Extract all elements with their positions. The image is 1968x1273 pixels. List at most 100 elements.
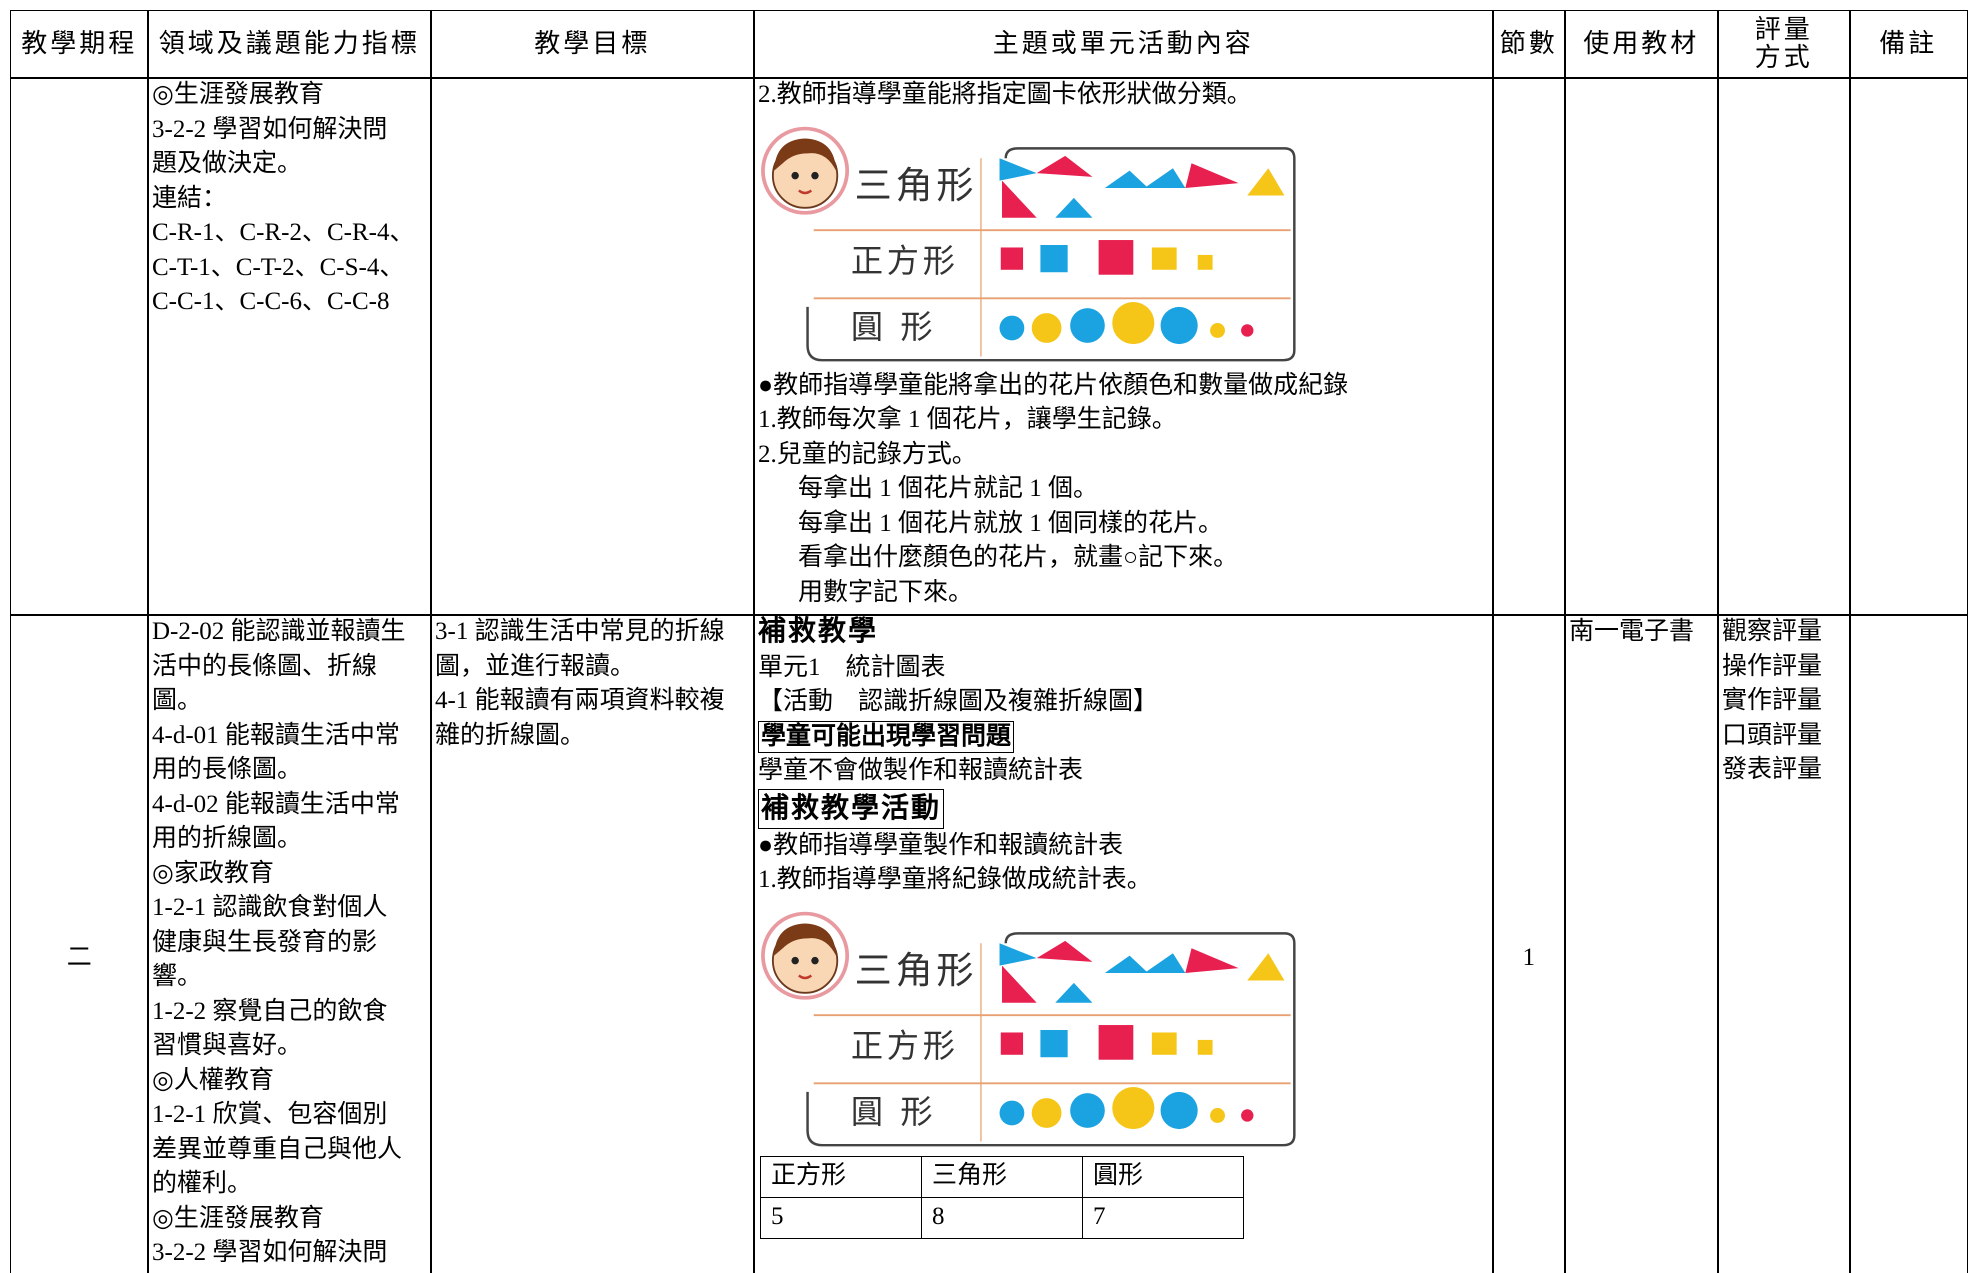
- indicators-text: C-C-1、C-C-6、C-C-8: [152, 288, 390, 315]
- goals-line: 雜的折線圖。: [435, 719, 750, 754]
- materials-cell: 南一電子書: [1564, 614, 1719, 1273]
- assessment-line: 實作評量: [1722, 684, 1846, 719]
- header-text: 領域及議題能力指標: [158, 29, 420, 59]
- sessions-text: 1: [1522, 943, 1536, 971]
- indicators-text: ◎人權教育: [152, 1066, 274, 1094]
- squares: [1000, 1024, 1213, 1060]
- shape-figure: 三角形 正方形 圓形: [761, 126, 1296, 361]
- content-line: 每拿出 1 個花片就記 1 個。: [758, 472, 1489, 507]
- content-indent: 每拿出 1 個花片就記 1 個。: [798, 475, 1099, 502]
- figure-label: 圓形: [851, 308, 950, 344]
- squares: [1000, 239, 1213, 275]
- hair: [774, 922, 837, 956]
- header-cell: 教學期程: [10, 10, 149, 79]
- indicators-text: 1-2-1 欣賞、包容個別: [152, 1101, 388, 1128]
- indicators-line: ◎人權教育: [152, 1064, 427, 1099]
- header-cell: 教學目標: [430, 10, 755, 79]
- indicators-text: 1-2-1 認識飲食對個人: [152, 894, 388, 921]
- assessment-cell: [1717, 77, 1851, 616]
- indicators-text: ◎生涯發展教育: [152, 1204, 324, 1232]
- header-text: 評量 方式: [1754, 15, 1813, 73]
- content-line: 1.教師每次拿 1 個花片，讓學生記錄。: [758, 403, 1489, 438]
- indicators-line: 1-2-1 認識飲食對個人: [152, 891, 427, 926]
- count-header: 三角形: [921, 1155, 1083, 1198]
- indicators-line: 1-2-1 欣賞、包容個別: [152, 1098, 427, 1133]
- indicators-line: 差異並尊重自己與他人: [152, 1133, 427, 1168]
- indicators-line: ◎生涯發展教育: [152, 78, 427, 113]
- indicators-text: 4-d-01 能報讀生活中常: [152, 721, 400, 749]
- indicators-text: C-T-1、C-T-2、C-S-4、: [152, 253, 405, 281]
- assessment-line: 操作評量: [1722, 650, 1846, 685]
- indicators-line: 健康與生長發育的影: [152, 926, 427, 961]
- indicators-text: ◎家政教育: [152, 859, 274, 887]
- content-line: 2.教師指導學童能將指定圖卡依形狀做分類。: [758, 78, 1489, 113]
- indicators-line: ◎生涯發展教育: [152, 1202, 427, 1237]
- header-text: 備註: [1879, 29, 1938, 59]
- assessment-line: 口頭評量: [1722, 719, 1846, 754]
- indicators-line: C-T-1、C-T-2、C-S-4、: [152, 251, 427, 286]
- content-text: 1.教師每次拿 1 個花片，讓學生記錄。: [758, 406, 1177, 433]
- eye: [811, 171, 819, 179]
- content-line: 每拿出 1 個花片就放 1 個同樣的花片。: [758, 507, 1489, 542]
- goals-text: 圖，並進行報讀。: [435, 652, 636, 680]
- indicators-cell: D-2-02 能認識並報讀生活中的長條圖、折線 圖。 4-d-01 能報讀生活中常用…: [147, 614, 432, 1273]
- indicators-text: 題及做決定。: [152, 150, 303, 177]
- header-cell: 主題或單元活動內容: [753, 10, 1494, 79]
- indicators-line: 用的長條圖。: [152, 753, 427, 788]
- goals-cell: 3-1 認識生活中常見的折線 圖，並進行報讀。 4-1 能報讀有兩項資料較複 雜的折線…: [430, 614, 755, 1273]
- goals-line: 圖，並進行報讀。: [435, 650, 750, 685]
- figure-label: 三角形: [855, 164, 978, 206]
- content-text: 單元1 統計圖表: [758, 653, 946, 681]
- header-text: 主題或單元活動內容: [992, 29, 1254, 59]
- count-value: 8: [921, 1196, 1083, 1239]
- indicators-text: C-R-1、C-R-2、C-R-4、: [152, 219, 415, 246]
- period-cell: 二: [10, 614, 149, 1273]
- header-cell: 備註: [1849, 10, 1968, 79]
- mouth: [798, 973, 813, 979]
- count-header-row: 正方形 三角形 圓形: [760, 1155, 1244, 1198]
- indicators-line: 3-2-2 學習如何解決問: [152, 113, 427, 148]
- indicators-cell: ◎生涯發展教育 3-2-2 學習如何解決問 題及做決定。 連結： C-R-1、C-R-2…: [147, 77, 432, 616]
- materials-cell: [1564, 77, 1719, 616]
- indicators-text: 差異並尊重自己與他人: [152, 1135, 403, 1163]
- triangles: [999, 155, 1285, 218]
- content-text: 1.教師指導學童將紀錄做成統計表。: [758, 866, 1152, 893]
- goals-text: 4-1 能報讀有兩項資料較複: [435, 687, 725, 714]
- indicators-text: 的權利。: [152, 1170, 253, 1197]
- content-line: 補救教學: [758, 615, 1489, 651]
- indicators-line: 響。: [152, 960, 427, 995]
- figure-frame: [806, 146, 1296, 361]
- circles: [999, 1086, 1254, 1129]
- figure-frame: [806, 931, 1296, 1146]
- figure-label: 圓形: [851, 1093, 950, 1129]
- indicators-line: 圖。: [152, 684, 427, 719]
- indicators-line: 活中的長條圖、折線: [152, 650, 427, 685]
- count-value: 5: [760, 1196, 922, 1239]
- content-text: 2.教師指導學童能將指定圖卡依形狀做分類。: [758, 81, 1252, 108]
- notes-cell: [1849, 77, 1968, 616]
- header-text: 節數: [1499, 29, 1558, 59]
- content-line: 1.教師指導學童將紀錄做成統計表。: [758, 863, 1489, 898]
- assessment-cell: 觀察評量 操作評量 實作評量 口頭評量 發表評量: [1717, 614, 1851, 1273]
- circles: [999, 301, 1254, 344]
- indicators-line: 1-2-2 察覺自己的飲食: [152, 995, 427, 1030]
- content-line: 看拿出什麼顏色的花片，就畫○記下來。: [758, 541, 1489, 576]
- count-value: 7: [1082, 1196, 1244, 1239]
- content-line: ●教師指導學童能將拿出的花片依顏色和數量做成紀錄: [758, 369, 1489, 404]
- indicators-text: D-2-02 能認識並報讀生: [152, 618, 406, 645]
- indicators-text: ◎生涯發展教育: [152, 81, 324, 108]
- indicators-text: 1-2-2 察覺自己的飲食: [152, 997, 388, 1025]
- indicators-text: 響。: [152, 963, 203, 990]
- header-text: 使用教材: [1583, 29, 1700, 59]
- indicators-text: 3-2-2 學習如何解決問: [152, 115, 388, 143]
- indicators-text: 4-d-02 能報讀生活中常: [152, 790, 400, 818]
- content-text: ●教師指導學童能將拿出的花片依顏色和數量做成紀錄: [758, 371, 1349, 399]
- header-cell: 評量 方式: [1717, 10, 1851, 79]
- indicators-text: 3-2-2 學習如何解決問: [152, 1239, 388, 1266]
- indicators-line: D-2-02 能認識並報讀生: [152, 615, 427, 650]
- indicators-text: 健康與生長發育的影: [152, 928, 378, 956]
- content-boxed-heading: 補救教學活動: [758, 788, 945, 829]
- assessment-text: 實作評量: [1722, 687, 1823, 714]
- header-cell: 使用教材: [1564, 10, 1719, 79]
- triangles: [999, 940, 1285, 1003]
